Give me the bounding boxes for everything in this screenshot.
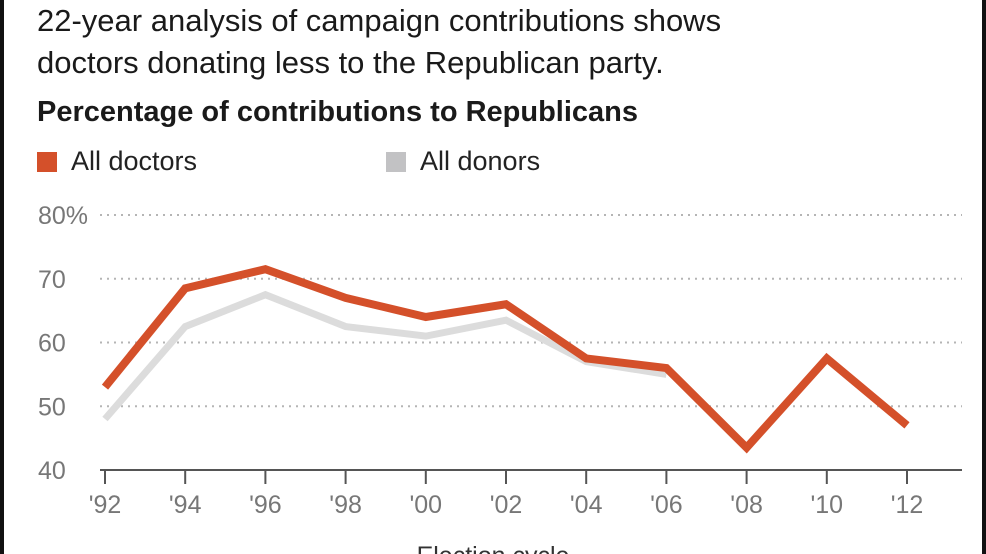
x-tick-label: '08: [730, 491, 763, 519]
subtitle: 22-year analysis of campaign contributio…: [37, 3, 722, 80]
x-tick-label: '12: [891, 491, 924, 519]
x-tick-label: '06: [650, 491, 683, 519]
legend: All doctors All donors: [37, 146, 737, 180]
x-tick-label: '00: [410, 491, 443, 519]
legend-label-all-donors: All donors: [420, 146, 541, 176]
y-tick-label: 80%: [38, 202, 88, 230]
frame-border-left: [0, 0, 4, 554]
y-tick-label: 60: [38, 330, 66, 358]
x-axis: '92 '94 '96 '98 '00 '02 '04 '06 '08 '10 '12: [89, 469, 962, 519]
legend-item-all-doctors: All doctors: [37, 146, 197, 177]
x-axis-label: Election cycle: [417, 542, 570, 554]
legend-swatch-all-doctors: [37, 151, 57, 172]
x-tick-label: '96: [249, 491, 282, 519]
legend-item-all-donors: All donors: [386, 146, 540, 177]
x-tick-label: '94: [169, 491, 202, 519]
x-tick-label: '04: [570, 491, 603, 519]
y-axis-ticks: 80% 70 60 50 40: [38, 202, 88, 485]
x-tick-label: '98: [329, 491, 362, 519]
x-tick-label: '92: [89, 491, 122, 519]
x-tick-label: '10: [811, 491, 844, 519]
x-tick-label: '02: [490, 491, 523, 519]
y-tick-label: 70: [38, 266, 66, 294]
series-line-all-donors: [102, 290, 667, 422]
series-line-all-doctors: [101, 265, 910, 454]
chart-title: Percentage of contributions to Republica…: [37, 96, 639, 128]
frame-border-right: [982, 0, 986, 554]
legend-label-all-doctors: All doctors: [71, 146, 198, 176]
legend-swatch-all-donors: [386, 151, 406, 172]
y-tick-label: 50: [38, 393, 66, 421]
y-tick-label: 40: [38, 457, 66, 485]
series-lines: [101, 265, 910, 454]
